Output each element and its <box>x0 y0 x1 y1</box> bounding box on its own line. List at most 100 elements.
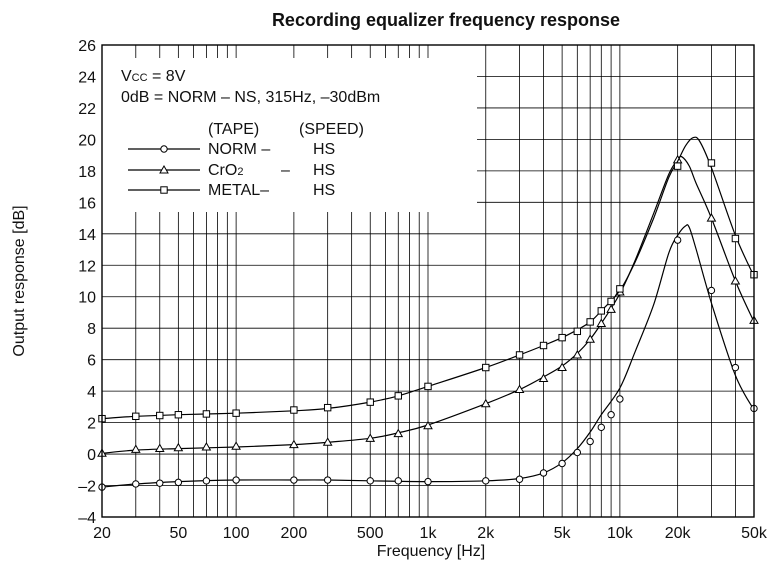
data-point-metal <box>673 162 682 170</box>
plot-frame <box>101 44 755 518</box>
data-point-metal <box>616 285 624 293</box>
data-point-norm <box>539 469 548 477</box>
data-point-metal <box>174 411 183 419</box>
data-point-norm <box>482 477 490 485</box>
data-point-cro2 <box>393 428 404 438</box>
y-tick-label: 24 <box>78 69 96 86</box>
x-tick-label: 50k <box>741 525 768 542</box>
data-point-norm <box>707 286 716 295</box>
data-point-norm <box>673 236 682 244</box>
data-point-norm <box>607 411 615 419</box>
y-tick-label: 22 <box>78 101 96 118</box>
x-tick-label: 10k <box>607 525 634 542</box>
vcc-value: = 8V <box>148 68 186 85</box>
data-point-metal <box>202 410 211 418</box>
legend-speed-cro2: HS <box>313 162 335 179</box>
data-point-cro2 <box>173 442 184 452</box>
data-point-cro2 <box>572 349 583 359</box>
x-tick-label: 50 <box>169 525 187 542</box>
data-point-metal <box>366 398 374 406</box>
y-tick-label: 18 <box>78 164 96 181</box>
legend-marker-cro2 <box>159 164 169 174</box>
data-point-metal <box>290 406 298 414</box>
x-tick-label: 200 <box>281 525 308 542</box>
y-tick-label: 20 <box>78 132 96 149</box>
y-axis-label: Output response [dB] <box>11 205 28 356</box>
data-point-metal <box>607 297 615 306</box>
legend-speed-norm: HS <box>313 141 335 158</box>
data-point-cro2 <box>706 213 717 222</box>
series-line-norm <box>101 224 755 488</box>
series-norm <box>98 224 758 491</box>
y-tick-label: 0 <box>87 447 96 464</box>
data-point-norm <box>573 448 582 457</box>
data-point-norm <box>616 395 624 403</box>
x-tick-label: 20 <box>93 525 111 542</box>
data-point-cro2 <box>596 318 607 327</box>
data-point-metal <box>539 341 548 350</box>
reference-condition: 0dB = NORM – NS, 315Hz, –30dBm <box>121 89 380 106</box>
data-point-norm <box>202 477 211 485</box>
data-point-metal <box>586 318 594 326</box>
data-point-norm <box>366 477 374 485</box>
data-point-cro2 <box>289 439 299 449</box>
data-point-norm <box>156 479 164 487</box>
data-point-cro2 <box>423 420 433 430</box>
x-tick-label: 2k <box>477 525 495 542</box>
series-cro2 <box>97 154 759 457</box>
vcc-main: V <box>121 68 132 85</box>
data-point-metal <box>232 409 240 417</box>
data-point-cro2 <box>557 362 567 372</box>
x-tick-labels: 20 50 100 200 500 1k 2k 5k 10k 20k 50k <box>93 525 768 542</box>
data-point-metal <box>156 411 164 420</box>
data-point-norm <box>174 478 183 487</box>
y-tick-label: –2 <box>78 479 96 496</box>
data-point-norm <box>132 480 140 488</box>
data-point-norm <box>731 363 740 372</box>
data-point-norm <box>394 477 402 485</box>
x-tick-label: 100 <box>223 525 250 542</box>
data-point-norm <box>290 476 298 484</box>
data-point-norm <box>515 475 524 483</box>
y-tick-label: 26 <box>78 38 96 55</box>
data-point-norm <box>323 476 332 484</box>
legend-label-cro2: CrO2 <box>208 162 243 179</box>
data-point-cro2 <box>606 304 616 313</box>
data-point-cro2 <box>154 443 165 453</box>
y-tick-label: 10 <box>78 290 96 307</box>
y-tick-label: 8 <box>87 321 96 338</box>
legend: (TAPE) (SPEED) NORM – HS CrO2 – HS METAL– HS <box>128 121 364 199</box>
series-curves <box>97 136 759 491</box>
data-point-metal <box>132 412 140 421</box>
data-point-cro2 <box>514 384 525 394</box>
x-axis-label: Frequency [Hz] <box>377 543 485 560</box>
x-tick-label: 5k <box>554 525 572 542</box>
data-point-norm <box>586 437 594 446</box>
y-tick-label: 14 <box>78 227 96 244</box>
data-point-cro2 <box>231 441 241 450</box>
data-point-metal <box>394 392 402 400</box>
data-point-cro2 <box>322 437 333 446</box>
vcc-condition: VCC = 8V <box>121 68 186 85</box>
data-point-metal <box>707 159 716 167</box>
y-tick-label: 12 <box>78 258 96 275</box>
y-tick-label: 16 <box>78 195 96 212</box>
legend-label-norm: NORM – <box>208 141 270 158</box>
y-tick-label: –4 <box>78 510 96 527</box>
data-point-metal <box>731 234 740 243</box>
data-point-cro2 <box>730 275 741 285</box>
legend-header-speed: (SPEED) <box>299 121 364 138</box>
data-point-cro2 <box>538 373 549 383</box>
legend-speed-metal: HS <box>313 182 335 199</box>
data-point-cro2 <box>130 444 141 453</box>
data-point-cro2 <box>585 334 596 343</box>
data-point-metal <box>597 307 605 315</box>
data-point-metal <box>424 382 432 391</box>
data-point-cro2 <box>480 398 491 408</box>
y-tick-label: 4 <box>87 384 96 401</box>
data-point-metal <box>323 403 332 412</box>
data-point-norm <box>424 477 432 486</box>
legend-header-tape: (TAPE) <box>208 121 259 138</box>
